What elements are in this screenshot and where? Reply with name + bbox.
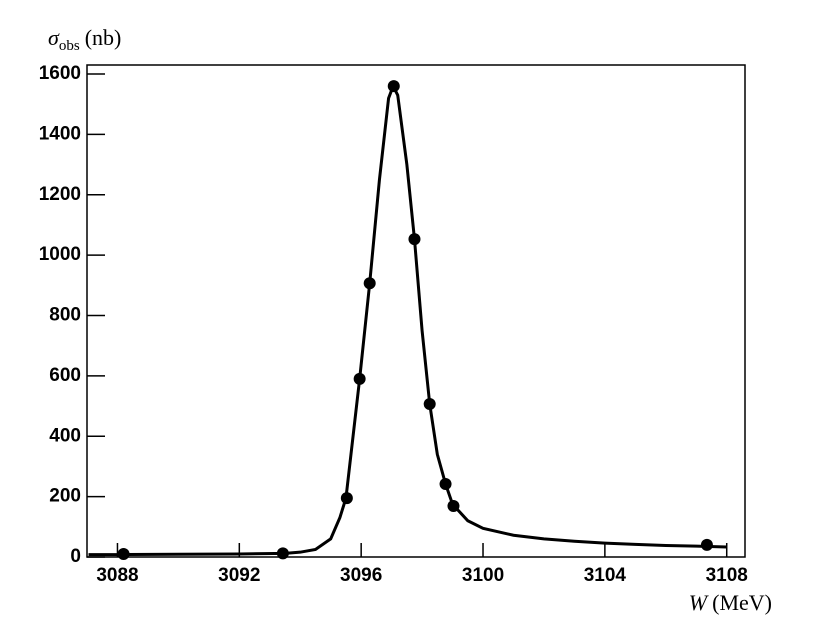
y-tick-label: 1400 xyxy=(39,123,81,144)
data-point xyxy=(363,277,376,290)
y-tick-label: 600 xyxy=(49,365,81,386)
data-point xyxy=(117,547,130,560)
y-tick-label: 1200 xyxy=(39,184,81,205)
x-axis-label: W (MeV) xyxy=(689,590,772,615)
data-point xyxy=(340,492,353,505)
y-tick-label: 800 xyxy=(49,305,81,326)
y-tick-label: 400 xyxy=(49,425,81,446)
data-point xyxy=(353,372,366,385)
x-tick-label: 3108 xyxy=(706,565,748,586)
plot-frame xyxy=(86,64,746,558)
y-tick-label: 200 xyxy=(49,486,81,507)
data-point xyxy=(423,397,436,410)
x-tick-label: 3088 xyxy=(96,565,138,586)
x-tick-label: 3100 xyxy=(462,565,504,586)
x-tick-label: 3092 xyxy=(218,565,260,586)
data-point xyxy=(276,547,289,560)
data-point xyxy=(700,538,713,551)
x-tick-label: 3104 xyxy=(584,565,627,586)
data-point xyxy=(408,233,421,246)
data-point xyxy=(387,80,400,93)
data-point xyxy=(439,477,452,490)
y-axis-label: σobs (nb) xyxy=(48,25,121,54)
data-point xyxy=(447,499,460,512)
y-tick-label: 1000 xyxy=(39,244,81,265)
fit-curve xyxy=(88,82,727,557)
y-tick-label: 1600 xyxy=(39,63,81,84)
y-tick-label: 0 xyxy=(70,546,81,567)
x-tick-label: 3096 xyxy=(340,565,382,586)
